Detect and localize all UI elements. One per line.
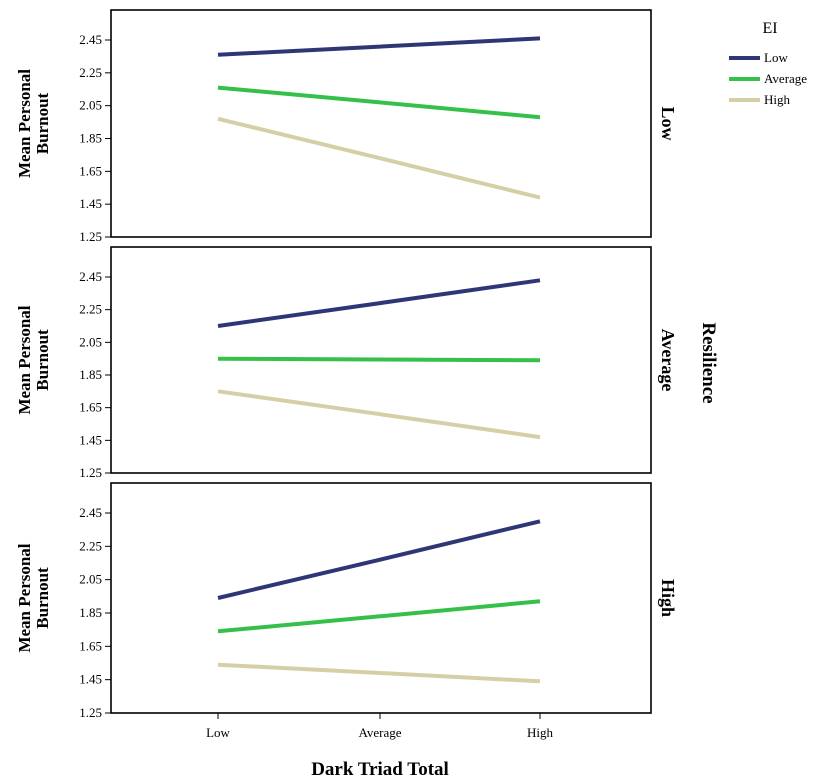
panel-average: 1.25 1.45 1.65 1.85 2.05 2.25 2.45 Mean Persona… <box>15 246 678 480</box>
series-line-average <box>217 599 541 634</box>
y-tick-label: 1.25 <box>79 229 102 244</box>
legend-entry: Average <box>764 71 807 86</box>
panel-label: High <box>658 579 678 617</box>
x-tick-label: Average <box>358 725 401 740</box>
y-tick-label: 1.45 <box>79 196 102 211</box>
x-axis-label: Dark Triad Total <box>311 759 449 780</box>
x-axis: Low Average High <box>206 713 554 740</box>
y-tick-label: 1.65 <box>79 638 102 653</box>
panel-label: Average <box>658 329 678 392</box>
y-tick-label: 1.25 <box>79 705 102 720</box>
chart-panels: 1.25 1.45 1.65 1.85 2.05 2.25 2.45 Mean Persona… <box>15 9 678 720</box>
series-line-high <box>217 389 541 440</box>
y-tick-label: 2.25 <box>79 65 102 80</box>
y-tick-label: 1.85 <box>79 131 102 146</box>
y-tick-label: 2.45 <box>79 505 102 520</box>
legend-entry: Low <box>764 50 788 65</box>
y-tick-label: 2.05 <box>79 98 102 113</box>
series-line-high <box>217 116 541 200</box>
y-tick-label: 2.45 <box>79 32 102 47</box>
panel-frame <box>110 482 652 714</box>
series-line-high <box>217 662 541 684</box>
panel-label: Low <box>658 106 678 140</box>
series-line-low <box>217 519 541 600</box>
y-tick-label: 2.45 <box>79 269 102 284</box>
legend-entry: High <box>764 92 791 107</box>
legend: EI Low Average High <box>729 20 807 107</box>
series-line-average <box>217 356 541 363</box>
y-tick-label: 1.45 <box>79 672 102 687</box>
x-tick-label: High <box>527 725 554 740</box>
y-axis-label: Mean PersonalBurnout <box>15 69 52 178</box>
y-axis-label: Mean PersonalBurnout <box>15 543 52 652</box>
panel-frame <box>110 9 652 238</box>
y-tick-label: 1.65 <box>79 163 102 178</box>
y-tick-label: 2.25 <box>79 302 102 317</box>
y-tick-label: 2.05 <box>79 334 102 349</box>
x-tick-label: Low <box>206 725 230 740</box>
panel-high: 1.25 1.45 1.65 1.85 2.05 2.25 2.45 Mean Persona… <box>15 482 678 720</box>
y-tick-label: 2.05 <box>79 572 102 587</box>
legend-title: EI <box>762 20 777 37</box>
panel-low: 1.25 1.45 1.65 1.85 2.05 2.25 2.45 Mean Persona… <box>15 9 678 244</box>
panel-group-label: Resilience <box>698 322 719 403</box>
legend-items: Low Average High <box>729 50 807 107</box>
y-tick-label: 1.25 <box>79 465 102 480</box>
y-tick-label: 1.45 <box>79 432 102 447</box>
y-axis-label: Mean PersonalBurnout <box>15 305 52 414</box>
y-tick-label: 1.65 <box>79 400 102 415</box>
series-line-average <box>217 85 541 120</box>
series-line-low <box>217 36 541 57</box>
y-tick-label: 1.85 <box>79 367 102 382</box>
y-tick-label: 1.85 <box>79 605 102 620</box>
y-tick-label: 2.25 <box>79 538 102 553</box>
series-line-low <box>217 278 541 328</box>
